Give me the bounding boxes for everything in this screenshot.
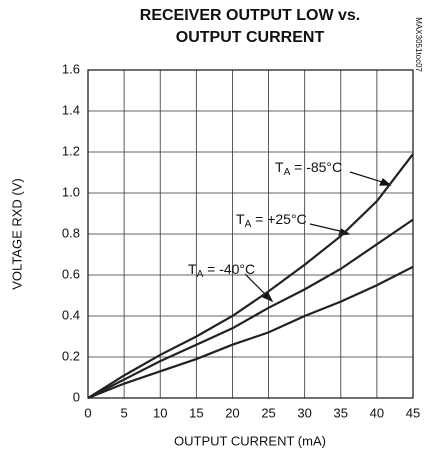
- side-label: MAX3051toc07: [414, 17, 423, 72]
- x-tick-label: 30: [297, 405, 311, 420]
- series-line: [87, 218, 414, 399]
- series-line: [87, 265, 414, 400]
- x-tick-label: 25: [261, 405, 275, 420]
- chart-title: RECEIVER OUTPUT LOW vs.: [140, 7, 360, 24]
- x-tick-label: 20: [225, 405, 239, 420]
- y-tick-label: 0.2: [62, 348, 80, 363]
- y-tick-label: 1.2: [62, 143, 80, 158]
- y-tick-label: 1.4: [62, 102, 80, 117]
- x-tick-label: 5: [120, 405, 127, 420]
- y-tick-label: 1.0: [62, 184, 80, 199]
- x-tick-label: 45: [406, 405, 420, 420]
- x-tick-label: 40: [370, 405, 384, 420]
- x-tick-label: 0: [84, 405, 91, 420]
- y-axis-label: VOLTAGE RXD (V): [9, 178, 24, 289]
- plot-frame: [87, 69, 414, 399]
- chart-title: OUTPUT CURRENT: [176, 29, 325, 46]
- x-tick-label: 10: [153, 405, 167, 420]
- x-tick-label: 15: [189, 405, 203, 420]
- x-axis-label: OUTPUT CURRENT (mA): [174, 433, 326, 448]
- series-label: TA = -85°C: [275, 159, 342, 178]
- y-tick-label: 0.8: [62, 225, 80, 240]
- y-tick-label: 1.6: [62, 61, 80, 76]
- series-line: [87, 153, 414, 399]
- y-tick-label: 0.6: [62, 266, 80, 281]
- series-label: TA = +25°C: [236, 211, 307, 230]
- x-tick-label: 35: [334, 405, 348, 420]
- y-tick-label: 0.4: [62, 307, 80, 322]
- y-tick-label: 0: [73, 389, 80, 404]
- series-label: TA = -40°C: [188, 261, 255, 280]
